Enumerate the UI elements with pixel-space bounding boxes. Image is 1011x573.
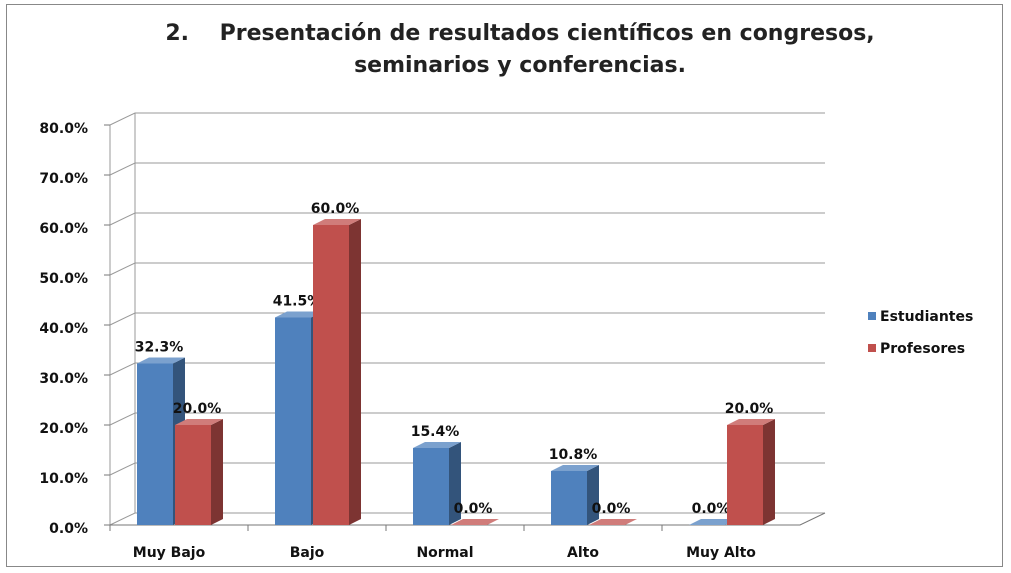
grid-line xyxy=(109,112,825,126)
data-label: 0.0% xyxy=(454,501,493,517)
grid-line xyxy=(109,162,825,176)
data-label: 10.8% xyxy=(549,447,598,463)
y-tick-label: 70.0% xyxy=(39,171,88,187)
bar-top xyxy=(689,519,737,525)
bar-front xyxy=(313,225,349,525)
data-label: 0.0% xyxy=(692,501,731,517)
x-tick-label: Alto xyxy=(567,545,599,561)
chart-title: 2. Presentación de resultados científico… xyxy=(165,21,883,78)
grid-line xyxy=(109,362,825,376)
bar-top xyxy=(589,519,637,525)
x-tick-label: Muy Bajo xyxy=(133,545,206,561)
bar-side xyxy=(211,419,223,525)
bar-top xyxy=(451,519,499,525)
bar-side xyxy=(587,465,599,525)
bar-top xyxy=(413,442,461,448)
data-label: 41.5% xyxy=(273,294,322,310)
y-tick-label: 0.0% xyxy=(49,521,88,537)
bar-top xyxy=(727,419,775,425)
data-label: 15.4% xyxy=(411,424,460,440)
x-tick-label: Muy Alto xyxy=(686,545,756,561)
bar-side xyxy=(763,419,775,525)
bar-top xyxy=(551,465,599,471)
data-label: 32.3% xyxy=(135,340,184,356)
bar-side xyxy=(349,219,361,525)
frame xyxy=(6,4,1003,567)
bar-top xyxy=(137,357,185,364)
grid-line xyxy=(109,462,825,476)
data-label: 20.0% xyxy=(173,401,222,417)
data-label: 0.0% xyxy=(592,501,631,517)
y-tick-label: 80.0% xyxy=(39,121,88,137)
bar-front xyxy=(551,471,587,525)
data-label: 20.0% xyxy=(725,401,774,417)
grid-line xyxy=(109,212,825,226)
bar-front xyxy=(275,317,311,525)
y-tick-label: 60.0% xyxy=(39,221,88,237)
y-tick-label: 40.0% xyxy=(39,321,88,337)
y-tick-label: 10.0% xyxy=(39,471,88,487)
grid-line xyxy=(109,412,825,426)
grid-line xyxy=(109,262,825,276)
y-tick-label: 50.0% xyxy=(39,271,88,287)
bar-front xyxy=(175,425,211,525)
legend-swatch xyxy=(868,344,876,352)
legend-label: Estudiantes xyxy=(880,309,973,325)
bar-top xyxy=(313,219,361,225)
y-tick-label: 20.0% xyxy=(39,421,88,437)
grid-line xyxy=(109,312,825,326)
bar-top xyxy=(175,419,223,425)
data-label: 60.0% xyxy=(311,201,360,217)
bar-front xyxy=(727,425,763,525)
bar-front xyxy=(137,363,173,525)
x-tick-label: Normal xyxy=(416,545,473,561)
bar-front xyxy=(413,448,449,525)
bar-side xyxy=(449,442,461,525)
bar-top xyxy=(275,311,323,318)
y-tick-label: 30.0% xyxy=(39,371,88,387)
legend-swatch xyxy=(868,312,876,320)
legend-label: Profesores xyxy=(880,341,965,357)
x-tick-label: Bajo xyxy=(290,545,325,561)
